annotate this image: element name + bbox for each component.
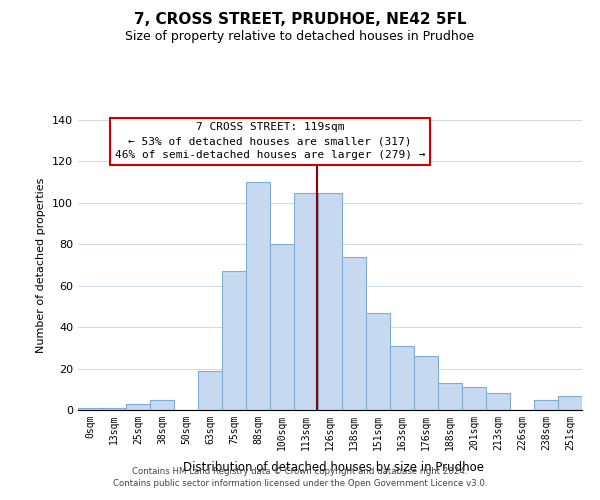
Bar — [534, 400, 558, 410]
Bar — [270, 244, 294, 410]
Bar — [438, 383, 462, 410]
Text: Distribution of detached houses by size in Prudhoe: Distribution of detached houses by size … — [182, 461, 484, 474]
Bar — [390, 346, 414, 410]
Bar — [342, 256, 366, 410]
Bar — [318, 192, 342, 410]
Bar — [222, 271, 246, 410]
Text: Contains HM Land Registry data © Crown copyright and database right 2024.
Contai: Contains HM Land Registry data © Crown c… — [113, 466, 487, 487]
Bar — [246, 182, 270, 410]
Bar — [126, 404, 150, 410]
Bar — [558, 396, 582, 410]
Text: Size of property relative to detached houses in Prudhoe: Size of property relative to detached ho… — [125, 30, 475, 43]
Text: 7 CROSS STREET: 119sqm
← 53% of detached houses are smaller (317)
46% of semi-de: 7 CROSS STREET: 119sqm ← 53% of detached… — [115, 122, 425, 160]
Bar — [486, 394, 510, 410]
Bar — [78, 408, 102, 410]
Bar — [102, 408, 126, 410]
Text: 7, CROSS STREET, PRUDHOE, NE42 5FL: 7, CROSS STREET, PRUDHOE, NE42 5FL — [134, 12, 466, 28]
Bar — [294, 192, 318, 410]
Bar — [366, 312, 390, 410]
Bar — [462, 387, 486, 410]
Bar — [198, 370, 222, 410]
Bar — [414, 356, 438, 410]
Bar — [150, 400, 174, 410]
Y-axis label: Number of detached properties: Number of detached properties — [37, 178, 46, 352]
